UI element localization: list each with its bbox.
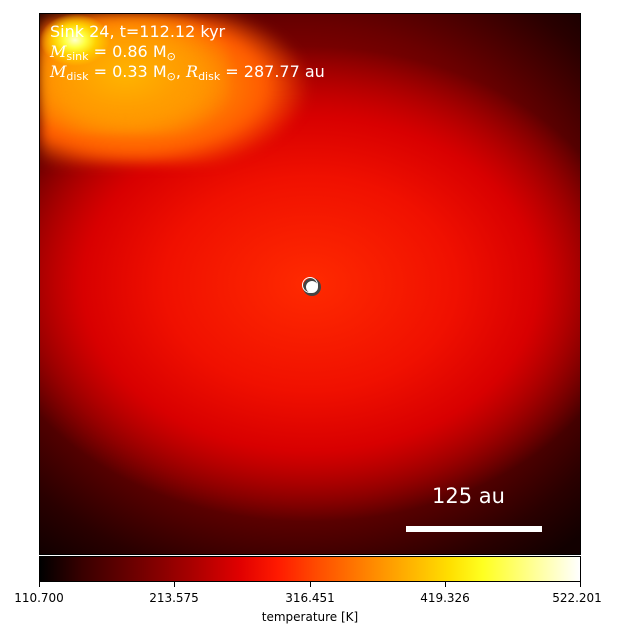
colorbar-tick: [174, 582, 175, 587]
disk-properties-label: Mdisk = 0.33 M⊙, Rdisk = 287.77 au: [50, 62, 325, 83]
colorbar-tick: [39, 582, 40, 587]
colorbar-tick-label: 316.451: [285, 591, 335, 605]
scale-bar-label: 125 au: [432, 484, 505, 508]
sink-mass-label: Msink = 0.86 M⊙: [50, 42, 176, 63]
temperature-map: Sink 24, t=112.12 kyr Msink = 0.86 M⊙ Md…: [39, 13, 581, 555]
hot-core: [40, 14, 110, 66]
colorbar-tick-label: 419.326: [420, 591, 470, 605]
colorbar-tick: [445, 582, 446, 587]
colorbar-tick: [310, 582, 311, 587]
scale-bar: [406, 526, 542, 532]
sink-title: Sink 24, t=112.12 kyr: [50, 22, 226, 41]
colorbar: [39, 556, 581, 582]
colorbar-label: temperature [K]: [261, 610, 359, 624]
sink-marker-icon: [302, 277, 321, 296]
colorbar-tick-label: 110.700: [14, 591, 64, 605]
colorbar-tick-label: 213.575: [149, 591, 199, 605]
colorbar-tick-label: 522.201: [552, 591, 602, 605]
colorbar-tick: [580, 582, 581, 587]
